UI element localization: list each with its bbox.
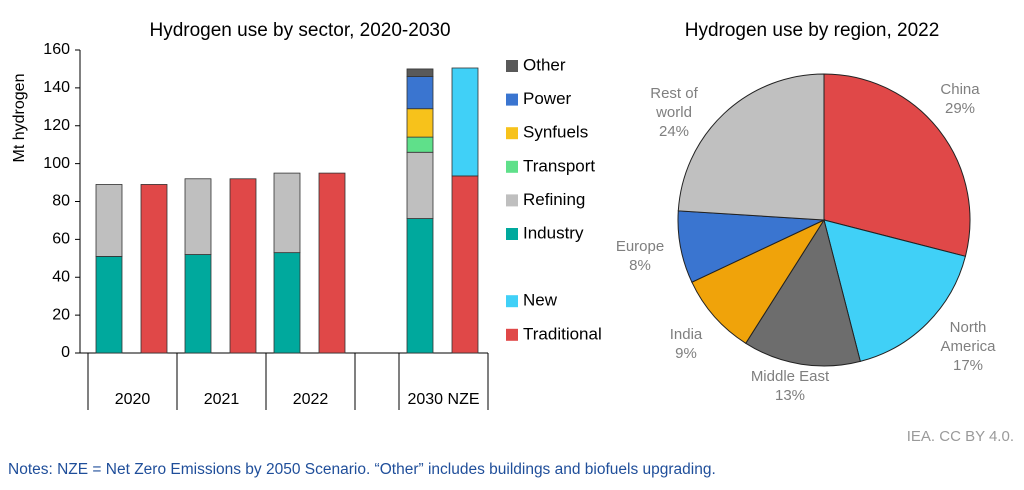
pie-label: Middle East 13% [735, 367, 845, 405]
pie-slice [677, 73, 825, 221]
notes: Notes: NZE = Net Zero Emissions by 2050 … [8, 461, 716, 478]
legend-label: Synfuels [523, 123, 588, 142]
legend-swatch [506, 60, 518, 72]
bar-segment [406, 76, 434, 110]
slice-name: China [940, 81, 980, 98]
pie-slice [823, 219, 967, 363]
bar-segment [184, 254, 212, 354]
pie-label: Europe 8% [605, 237, 675, 275]
x-tick-label: 2022 [293, 391, 329, 408]
pie-chart-title: Hydrogen use by region, 2022 [685, 20, 940, 41]
bar-segment [273, 252, 301, 354]
bar-segment [184, 178, 212, 255]
bar-segment [406, 151, 434, 219]
y-tick-label: 100 [43, 155, 70, 172]
legend-label: Other [523, 55, 566, 74]
pie-slice [823, 73, 971, 257]
slice-name: Europe [615, 238, 665, 255]
legend-label: New [523, 291, 558, 310]
legend-label: Power [523, 89, 572, 108]
y-axis-label: Mt hydrogen [11, 74, 28, 163]
pie-label: North America 17% [933, 318, 1003, 375]
legend-swatch [506, 194, 518, 207]
y-tick-label: 140 [43, 79, 70, 96]
bar-segment [406, 108, 434, 138]
bar-segment [229, 178, 257, 354]
slice-value: 13% [774, 387, 806, 404]
legend-label: Industry [523, 223, 584, 242]
slice-value: 8% [629, 257, 651, 274]
slice-name: Rest of world [650, 85, 698, 121]
bar-segment [95, 184, 123, 257]
source: IEA. CC BY 4.0. [906, 428, 1014, 445]
bar-segment [406, 68, 434, 77]
legend-swatch [506, 127, 518, 140]
y-tick-label: 0 [61, 344, 70, 361]
bar-chart-title: Hydrogen use by sector, 2020-2030 [149, 20, 450, 41]
bar-segment [451, 175, 479, 354]
legend-swatch [506, 328, 518, 341]
legend-swatch [506, 160, 518, 173]
slice-value: 9% [675, 345, 697, 362]
slice-value: 17% [952, 357, 984, 374]
pie-label: Rest of world 24% [642, 84, 706, 141]
x-tick-label: 2030 NZE [407, 391, 479, 408]
y-tick-label: 120 [43, 117, 70, 134]
pie-label: China 29% [920, 80, 1000, 118]
bar-segment [318, 172, 346, 354]
legend-swatch [506, 295, 518, 308]
y-tick-label: 80 [52, 193, 70, 210]
y-tick-label: 40 [52, 268, 70, 285]
slice-name: North America [940, 319, 996, 355]
legend-swatch [506, 93, 518, 106]
bar-segment [406, 136, 434, 153]
slice-value: 29% [944, 100, 976, 117]
slice-name: Middle East [750, 368, 830, 385]
y-tick-label: 20 [52, 306, 70, 323]
pie-slice [745, 218, 861, 367]
legend-label: Refining [523, 190, 585, 209]
bar-segment [451, 67, 479, 177]
bar-segment [273, 172, 301, 254]
bar-segment [406, 218, 434, 354]
slice-value: 24% [658, 123, 690, 140]
y-tick-label: 60 [52, 231, 70, 248]
legend-swatch [506, 228, 518, 240]
legend-label: Traditional [523, 324, 602, 343]
slice-name: India [669, 326, 703, 343]
bar-segment [140, 184, 168, 354]
bar-segment [95, 256, 123, 354]
x-tick-label: 2021 [204, 391, 240, 408]
pie-slice [691, 218, 826, 344]
pie-label: India 9% [656, 325, 716, 363]
legend-label: Transport [523, 156, 595, 175]
x-tick-label: 2020 [115, 391, 151, 408]
y-tick-label: 160 [43, 41, 70, 58]
